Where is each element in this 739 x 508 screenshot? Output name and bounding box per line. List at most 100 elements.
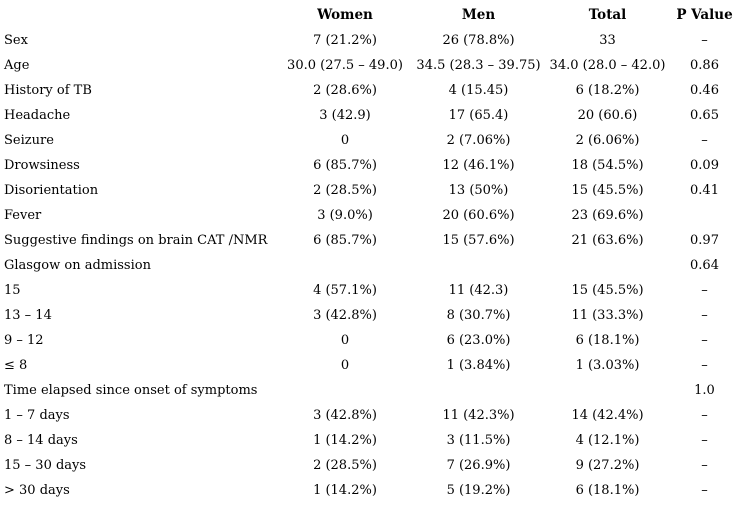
men-cell: 2 (7.06%) [446, 133, 511, 148]
women-cell: 4 (57.1%) [313, 283, 377, 298]
women-cell: 1 (14.2%) [313, 433, 377, 448]
p-value-cell: 0.64 [690, 258, 719, 273]
total-cell: 4 (12.1%) [575, 433, 640, 448]
row-label-cell: History of TB [4, 83, 92, 98]
row-label-cell: Drowsiness [4, 158, 80, 173]
table-row: Fever 3 (9.0%) 20 (60.6%) 23 (69.6%) [0, 203, 739, 228]
women-cell [278, 378, 412, 403]
table-row: 9 – 12 0 6 (23.0%) 6 (18.1%) – [0, 328, 739, 353]
row-label-cell: 8 – 14 days [4, 433, 78, 448]
women-cell: 7 (21.2%) [313, 33, 377, 48]
men-cell: 5 (19.2%) [446, 483, 511, 498]
men-cell: 20 (60.6%) [442, 208, 515, 223]
men-cell: 15 (57.6%) [442, 233, 515, 248]
p-value-cell: 0.46 [690, 83, 719, 98]
total-cell: 1 (3.03%) [575, 358, 640, 373]
p-value-cell: – [701, 333, 708, 348]
table-row: 15 4 (57.1%) 11 (42.3) 15 (45.5%) – [0, 278, 739, 303]
row-label-cell: Fever [4, 208, 42, 223]
col-header-men: Men [461, 7, 496, 23]
table-row: Glasgow on admission 0.64 [0, 253, 739, 278]
row-label-cell: Disorientation [4, 183, 99, 198]
table-row: History of TB 2 (28.6%) 4 (15.45) 6 (18.2%)… [0, 78, 739, 103]
women-cell: 2 (28.6%) [313, 83, 377, 98]
table-row: 13 – 14 3 (42.8%) 8 (30.7%) 11 (33.3%) – [0, 303, 739, 328]
p-value-cell: – [701, 308, 708, 323]
p-value-cell: – [701, 433, 708, 448]
table-row: 8 – 14 days 1 (14.2%) 3 (11.5%) 4 (12.1%) – [0, 428, 739, 453]
total-cell: 6 (18.1%) [575, 483, 640, 498]
table-row: Age 30.0 (27.5 – 49.0) 34.5 (28.3 – 39.75)… [0, 53, 739, 78]
total-cell: 34.0 (28.0 – 42.0) [549, 58, 666, 73]
p-value-cell [670, 203, 739, 228]
row-label-cell: Age [4, 58, 30, 73]
total-cell [545, 378, 670, 403]
row-label-cell: Sex [4, 33, 28, 48]
table-row: Sex 7 (21.2%) 26 (78.8%) 33 – [0, 28, 739, 53]
table-row: Headache 3 (42.9) 17 (65.4) 20 (60.6) 0.65 [0, 103, 739, 128]
p-value-cell: – [701, 483, 708, 498]
col-header-empty [0, 3, 278, 28]
women-cell: 6 (85.7%) [313, 158, 377, 173]
women-cell: 0 [340, 333, 350, 348]
table-row: Drowsiness 6 (85.7%) 12 (46.1%) 18 (54.5%) 0… [0, 153, 739, 178]
p-value-cell: – [701, 283, 708, 298]
women-cell: 1 (14.2%) [313, 483, 377, 498]
total-cell: 20 (60.6) [577, 108, 638, 123]
total-cell: 14 (42.4%) [571, 408, 644, 423]
p-value-cell: 0.09 [690, 158, 719, 173]
men-cell: 3 (11.5%) [446, 433, 511, 448]
men-cell: 13 (50%) [448, 183, 509, 198]
table-row: Suggestive findings on brain CAT /NMR 6 (… [0, 228, 739, 253]
col-header-p-value: P Value [676, 7, 733, 23]
total-cell: 21 (63.6%) [571, 233, 644, 248]
row-label-cell: Glasgow on admission [4, 258, 151, 273]
women-cell: 30.0 (27.5 – 49.0) [287, 58, 403, 73]
table-row: > 30 days 1 (14.2%) 5 (19.2%) 6 (18.1%) – [0, 478, 739, 503]
table-row: ≤ 8 0 1 (3.84%) 1 (3.03%) – [0, 353, 739, 378]
men-cell [412, 378, 545, 403]
row-label-cell: 15 [4, 283, 21, 298]
row-label-cell: Suggestive findings on brain CAT /NMR [4, 233, 268, 248]
p-value-cell: 0.65 [690, 108, 719, 123]
women-cell: 2 (28.5%) [313, 458, 377, 473]
table-row: Time elapsed since onset of symptoms 1.0 [0, 378, 739, 403]
total-cell: 11 (33.3%) [571, 308, 644, 323]
men-cell: 4 (15.45) [448, 83, 509, 98]
table-row: Seizure 0 2 (7.06%) 2 (6.06%) – [0, 128, 739, 153]
row-label-cell: Time elapsed since onset of symptoms [4, 383, 258, 398]
col-header-women: Women [317, 7, 373, 23]
men-cell [412, 253, 545, 278]
men-cell: 1 (3.84%) [446, 358, 511, 373]
p-value-cell: – [701, 133, 708, 148]
men-cell: 11 (42.3) [448, 283, 509, 298]
p-value-cell: 0.97 [690, 233, 719, 248]
women-cell: 3 (42.9) [319, 108, 371, 123]
statistics-table: Women Men Total P Value Sex 7 (21.2%) 26 (… [0, 3, 739, 503]
row-label-cell: 13 – 14 [4, 308, 52, 323]
men-cell: 6 (23.0%) [446, 333, 511, 348]
p-value-cell: 1.0 [694, 383, 715, 398]
total-cell: 6 (18.1%) [575, 333, 640, 348]
p-value-cell: – [701, 458, 708, 473]
table-row: 1 – 7 days 3 (42.8%) 11 (42.3%) 14 (42.4%) – [0, 403, 739, 428]
total-cell: 2 (6.06%) [575, 133, 640, 148]
women-cell [278, 253, 412, 278]
women-cell: 2 (28.5%) [313, 183, 377, 198]
women-cell: 0 [340, 358, 350, 373]
men-cell: 7 (26.9%) [446, 458, 511, 473]
row-label-cell: Headache [4, 108, 71, 123]
header-row: Women Men Total P Value [0, 3, 739, 28]
row-label-cell: > 30 days [4, 483, 70, 498]
men-cell: 11 (42.3%) [442, 408, 515, 423]
women-cell: 0 [340, 133, 350, 148]
total-cell: 18 (54.5%) [571, 158, 644, 173]
col-header-total: Total [588, 7, 627, 23]
men-cell: 34.5 (28.3 – 39.75) [416, 58, 541, 73]
men-cell: 12 (46.1%) [442, 158, 515, 173]
row-label-cell: 9 – 12 [4, 333, 44, 348]
women-cell: 3 (42.8%) [313, 308, 377, 323]
women-cell: 3 (42.8%) [313, 408, 377, 423]
row-label-cell: Seizure [4, 133, 54, 148]
row-label-cell: 1 – 7 days [4, 408, 70, 423]
